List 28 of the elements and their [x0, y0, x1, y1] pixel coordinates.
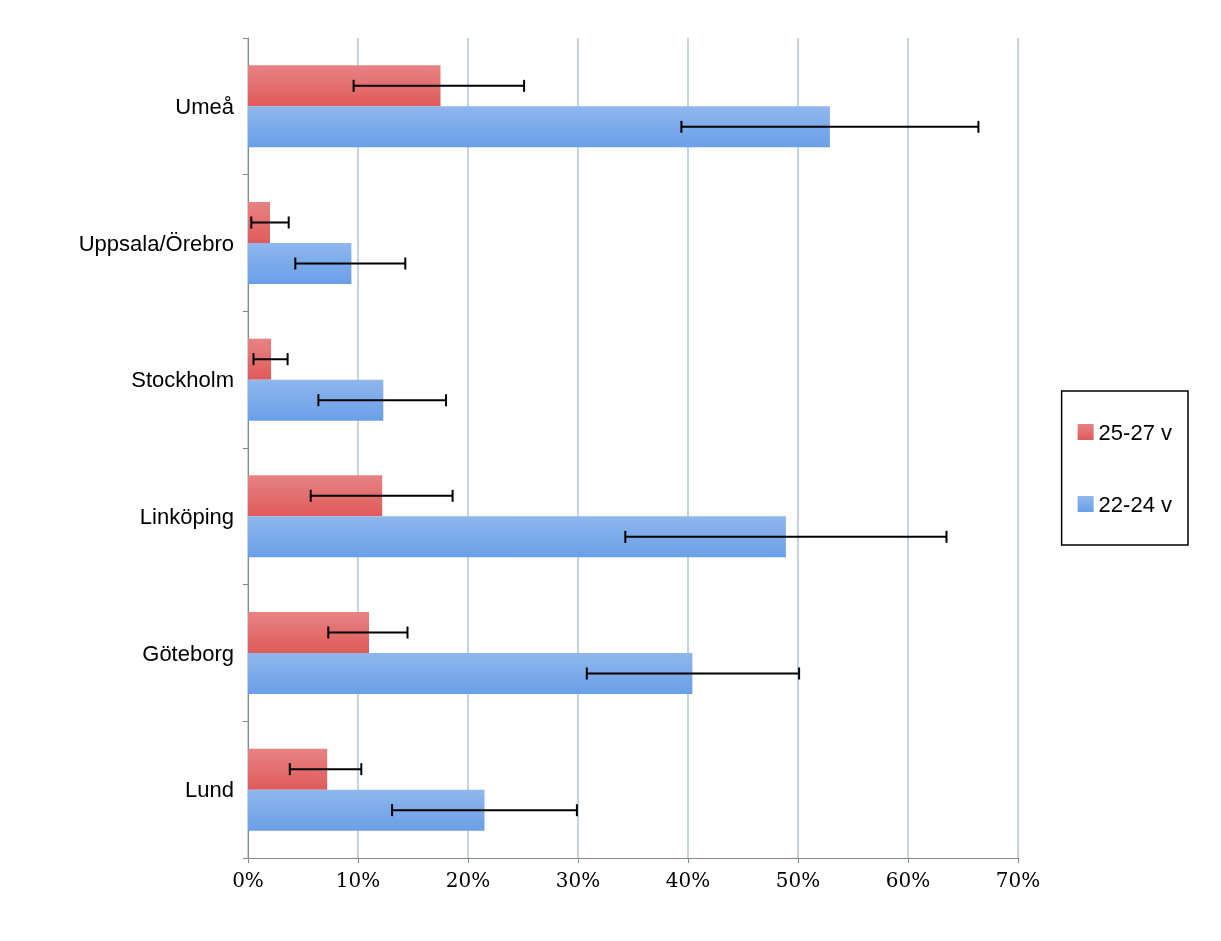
bar: [248, 65, 441, 107]
y-tick-label: Uppsala/Örebro: [78, 230, 234, 256]
bar: [248, 338, 272, 380]
x-tick-label: 20%: [445, 868, 491, 892]
bar: [248, 106, 830, 148]
y-tick-label: Linköping: [139, 503, 234, 529]
bar: [248, 653, 693, 694]
y-tick-label: Göteborg: [142, 640, 234, 666]
bar: [248, 516, 786, 558]
bar: [248, 202, 270, 243]
bar: [248, 379, 384, 421]
x-tick-label: 50%: [775, 868, 821, 892]
bar: [248, 748, 328, 790]
x-tick-label: 70%: [995, 868, 1041, 892]
y-tick-label: Stockholm: [131, 367, 234, 393]
x-tick-label: 10%: [335, 868, 381, 892]
y-tick-label: Lund: [185, 777, 234, 803]
bar: [248, 243, 352, 284]
x-tick-label: 60%: [885, 868, 931, 892]
bar: [248, 789, 485, 831]
legend-label: 22-24 v: [1098, 491, 1173, 517]
x-tick-label: 30%: [555, 868, 601, 892]
y-tick-label: Umeå: [175, 93, 235, 119]
bar: [248, 612, 369, 653]
x-tick-label: 40%: [665, 868, 711, 892]
legend-label: 25-27 v: [1098, 419, 1173, 445]
bar: [248, 475, 383, 517]
x-tick-label: 0%: [232, 868, 264, 892]
